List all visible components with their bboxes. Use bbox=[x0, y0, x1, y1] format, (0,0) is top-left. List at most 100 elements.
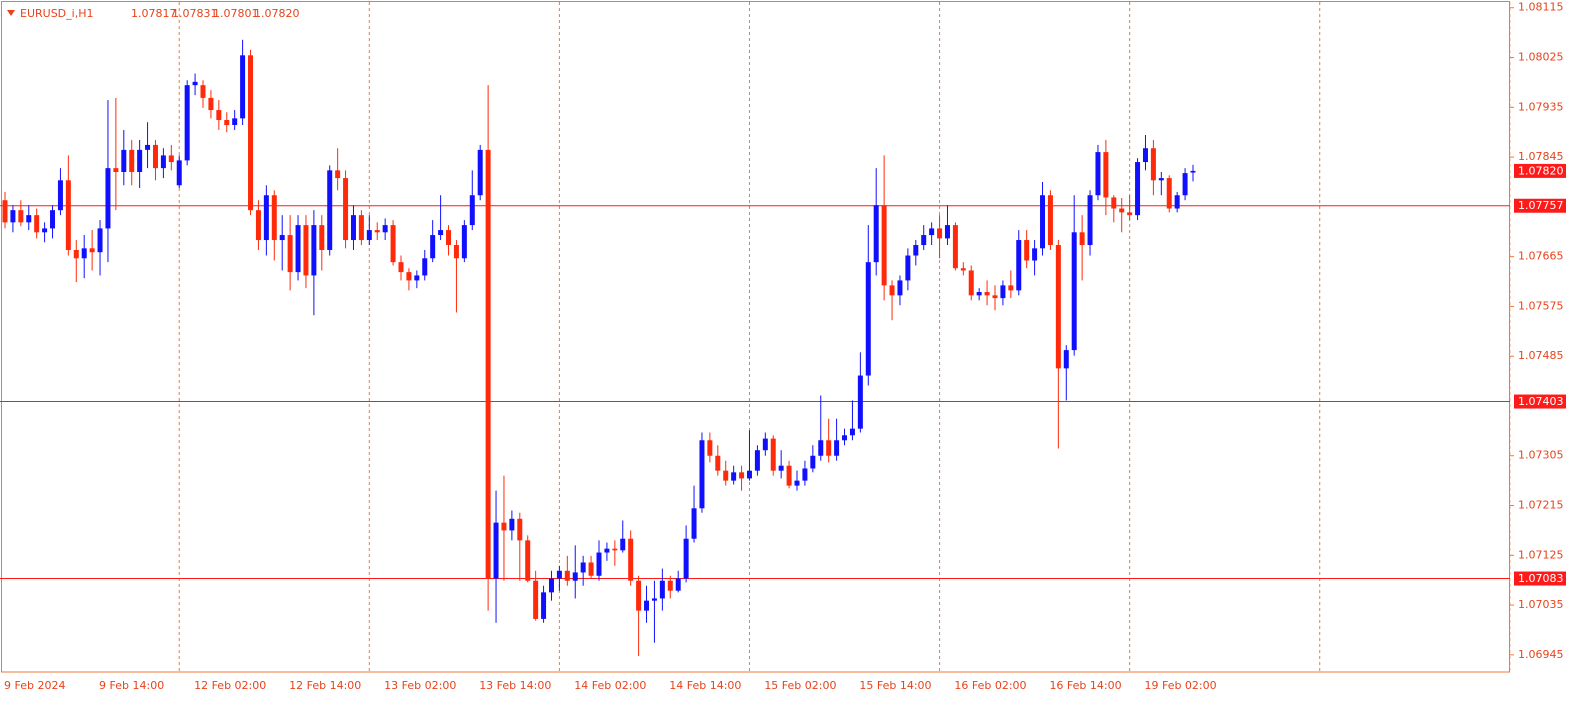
candle-body bbox=[517, 518, 523, 541]
candle-body bbox=[548, 578, 554, 593]
candle-body bbox=[477, 149, 483, 196]
candle-body bbox=[208, 97, 214, 111]
candle-body bbox=[707, 440, 713, 456]
candle-body bbox=[311, 225, 317, 276]
candle-body bbox=[913, 245, 919, 256]
candle-body bbox=[596, 552, 602, 576]
candle-body bbox=[469, 195, 475, 226]
y-tick-label: 1.08025 bbox=[1518, 51, 1564, 64]
x-tick-label: 13 Feb 02:00 bbox=[384, 679, 456, 692]
candle-body bbox=[279, 235, 285, 241]
candle-body bbox=[604, 548, 610, 553]
candle-body bbox=[667, 580, 673, 591]
candle-body bbox=[1016, 240, 1022, 291]
candle-body bbox=[802, 468, 808, 481]
candle-body bbox=[319, 225, 325, 250]
candle-body bbox=[1063, 350, 1069, 369]
candle-body bbox=[754, 450, 760, 471]
candle-body bbox=[683, 538, 689, 579]
plot-frame bbox=[1, 1, 1510, 673]
candle-body bbox=[992, 295, 998, 299]
candle-body bbox=[255, 210, 261, 241]
candle-body bbox=[105, 168, 111, 229]
candle-body bbox=[572, 572, 578, 581]
candle-body bbox=[374, 230, 380, 233]
collapse-arrow[interactable] bbox=[7, 10, 15, 16]
x-tick-label: 14 Feb 14:00 bbox=[669, 679, 741, 692]
candle-body bbox=[271, 195, 277, 241]
candle-body bbox=[588, 562, 594, 576]
candle-body bbox=[968, 270, 974, 296]
level-label-box bbox=[1514, 394, 1566, 409]
candle-body bbox=[1190, 170, 1196, 173]
level-label-box bbox=[1514, 571, 1566, 586]
candle-body bbox=[232, 118, 238, 125]
y-tick-label: 1.06945 bbox=[1518, 648, 1564, 661]
candle-body bbox=[263, 195, 269, 241]
candle-body bbox=[18, 210, 24, 223]
candle-body bbox=[248, 55, 254, 211]
y-tick-label: 1.07575 bbox=[1518, 299, 1564, 312]
candle-body bbox=[1040, 195, 1046, 249]
candle-body bbox=[168, 155, 174, 163]
candle-body bbox=[865, 262, 871, 376]
level-label: 1.07757 bbox=[1518, 199, 1564, 212]
candle-body bbox=[113, 168, 119, 173]
candle-body bbox=[73, 249, 79, 259]
candle-body bbox=[1032, 248, 1038, 261]
x-tick-label: 9 Feb 2024 bbox=[4, 679, 65, 692]
candle-body bbox=[1079, 232, 1085, 246]
candle-body bbox=[620, 538, 626, 551]
y-tick-label: 1.07935 bbox=[1518, 100, 1564, 113]
candle-body bbox=[390, 225, 396, 263]
candle-body bbox=[541, 592, 547, 619]
x-tick-label: 13 Feb 14:00 bbox=[479, 679, 551, 692]
candle-body bbox=[1087, 195, 1093, 246]
candle-body bbox=[636, 580, 642, 611]
candle-body bbox=[556, 570, 562, 579]
candle-body bbox=[976, 292, 982, 296]
candle-body bbox=[152, 144, 158, 169]
candle-body bbox=[810, 455, 816, 469]
candle-body bbox=[1182, 173, 1188, 196]
candle-body bbox=[778, 465, 784, 471]
candle-body bbox=[184, 85, 190, 161]
candle-body bbox=[461, 225, 467, 259]
candle-body bbox=[26, 215, 32, 223]
candle-body bbox=[857, 375, 863, 429]
candle-body bbox=[897, 280, 903, 296]
candle-body bbox=[65, 180, 71, 250]
candle-body bbox=[921, 235, 927, 246]
candle-body bbox=[121, 149, 127, 173]
x-tick-label: 12 Feb 02:00 bbox=[194, 679, 266, 692]
x-tick-label: 15 Feb 14:00 bbox=[859, 679, 931, 692]
candle-body bbox=[1135, 162, 1141, 216]
candle-body bbox=[295, 225, 301, 273]
candle-body bbox=[160, 155, 166, 169]
candle-body bbox=[200, 85, 206, 98]
candle-body bbox=[1071, 232, 1077, 351]
candle-body bbox=[422, 258, 428, 276]
candle-body bbox=[398, 262, 404, 273]
candle-body bbox=[731, 472, 737, 481]
candle-body bbox=[485, 149, 491, 579]
candle-body bbox=[176, 160, 182, 186]
candle-body bbox=[446, 230, 452, 246]
candle-body bbox=[628, 538, 634, 581]
level-label: 1.07083 bbox=[1518, 572, 1564, 585]
candle-body bbox=[57, 180, 63, 211]
candle-body bbox=[145, 144, 151, 150]
candle-body bbox=[137, 149, 143, 173]
candle-body bbox=[746, 470, 752, 479]
candle-body bbox=[533, 580, 539, 619]
candle-body bbox=[358, 215, 364, 241]
y-tick-label: 1.07665 bbox=[1518, 250, 1564, 263]
candle-body bbox=[335, 170, 341, 179]
candle-body bbox=[699, 440, 705, 509]
candle-body bbox=[509, 518, 515, 531]
candle-body bbox=[723, 470, 729, 481]
current-price-box bbox=[1514, 163, 1566, 178]
candle-body bbox=[430, 235, 436, 259]
symbol: EURUSD_i,H1 bbox=[20, 7, 93, 20]
